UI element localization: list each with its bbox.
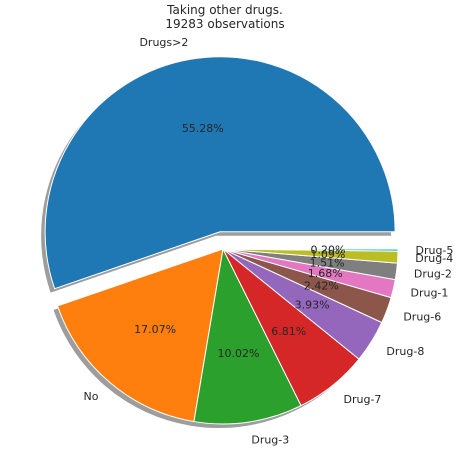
slice-percent-drug-2: 1.51% — [310, 256, 345, 269]
pie-slices — [44, 56, 399, 425]
slice-label-drug-3: Drug-3 — [251, 433, 289, 446]
slice-label-drug-2: Drug-2 — [414, 268, 452, 281]
slice-label-drug-8: Drug-8 — [386, 345, 424, 358]
slice-label-drug-7: Drug-7 — [344, 393, 382, 406]
slice-drug-5 — [222, 248, 399, 252]
slice-percent-drug-4: 1.09% — [310, 248, 345, 261]
slice-percent-no: 17.07% — [134, 323, 176, 336]
chart-title: Taking other drugs. — [166, 3, 283, 17]
chart-subtitle: 19283 observations — [165, 17, 284, 31]
slice-label-drug-1: Drug-1 — [410, 287, 448, 300]
slice-percent-labels: 55.28%17.07%10.02%6.81%3.93%2.42%1.68%1.… — [134, 122, 345, 360]
slice-percent-drug-6: 2.42% — [304, 280, 339, 293]
slice-label-drugs-2: Drugs>2 — [139, 36, 188, 49]
slice-label-drug-5: Drug-5 — [415, 244, 453, 257]
slice-label-drug-6: Drug-6 — [403, 310, 441, 323]
slice-percent-drug-8: 3.93% — [295, 299, 330, 312]
slice-percent-drugs-2: 55.28% — [182, 122, 224, 135]
slice-label-drug-4: Drug-4 — [415, 252, 453, 265]
slice-drug-3 — [193, 248, 302, 425]
slice-drugs-2 — [44, 56, 396, 290]
slice-percent-drug-1: 1.68% — [308, 267, 343, 280]
slice-labels: Drugs>2 No Drug-3 Drug-7 Drug-8 Drug-6 Drug-1 D… — [84, 36, 454, 447]
slice-percent-drug-5: 0.20% — [311, 244, 346, 257]
slice-label-no: No — [84, 390, 99, 403]
slice-percent-drug-7: 6.81% — [271, 325, 306, 338]
slice-no — [57, 248, 224, 423]
slice-percent-drug-3: 10.02% — [217, 347, 259, 360]
